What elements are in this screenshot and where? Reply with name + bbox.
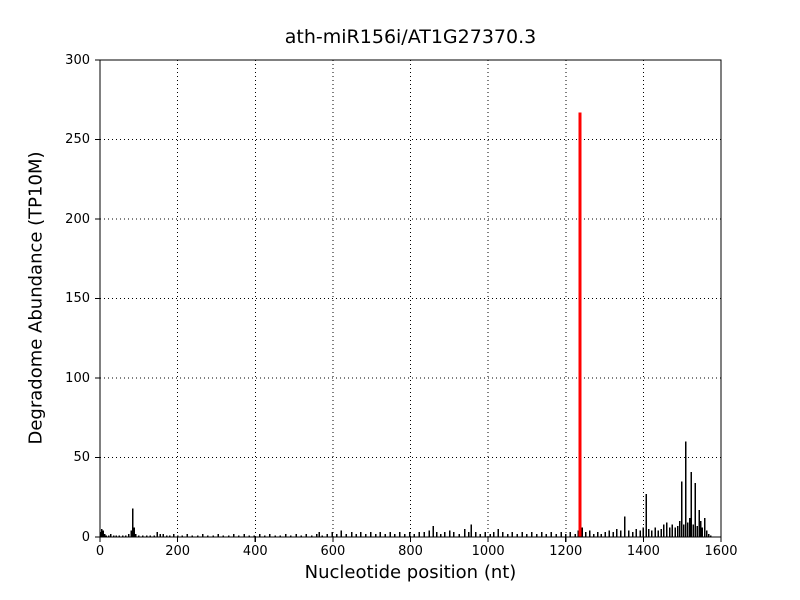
- x-tick-label: 200: [165, 544, 191, 559]
- y-tick-label: 50: [73, 450, 90, 465]
- x-axis-label: Nucleotide position (nt): [304, 562, 517, 583]
- y-tick-label: 150: [65, 291, 90, 306]
- x-tick-label: 1000: [471, 544, 505, 559]
- x-tick-label: 600: [320, 544, 346, 559]
- y-tick-label: 200: [65, 211, 90, 227]
- y-tick-label: 100: [65, 370, 90, 386]
- x-tick-label: 1200: [549, 544, 583, 559]
- x-tick-label: 400: [242, 544, 268, 559]
- x-tick-label: 0: [95, 544, 105, 559]
- y-tick-label: 0: [81, 529, 90, 545]
- x-tick-label: 800: [398, 544, 423, 559]
- plot-frame: [99, 59, 722, 538]
- x-tick-label: 1400: [626, 544, 660, 559]
- y-tick-label: 300: [65, 52, 90, 68]
- x-tick-label: 1600: [704, 544, 738, 559]
- y-tick-label: 250: [65, 132, 90, 147]
- chart-title: ath-miR156i/AT1G27370.3: [284, 26, 537, 48]
